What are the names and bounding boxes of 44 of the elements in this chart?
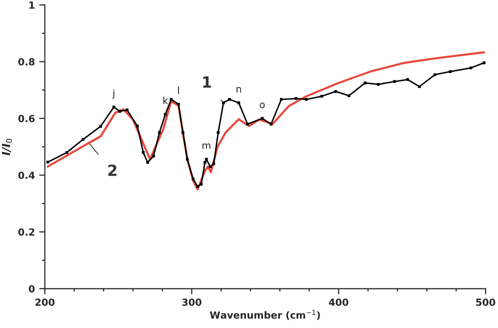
point	[192, 178, 195, 181]
point	[146, 160, 150, 164]
point	[482, 61, 486, 64]
point	[46, 160, 50, 164]
annotation: n	[236, 87, 241, 92]
y-tick-label: 0.4	[18, 172, 35, 179]
y-tick-label: 0	[28, 285, 35, 292]
annotation: 1	[203, 76, 212, 88]
point	[376, 82, 380, 86]
x-tick-label: 300	[182, 298, 202, 306]
point	[348, 94, 350, 98]
point	[334, 90, 338, 93]
point	[170, 98, 173, 101]
annotation: o	[260, 102, 265, 108]
annotation: l	[178, 86, 179, 94]
annotation: k	[163, 96, 168, 104]
point	[304, 98, 308, 101]
x-tick-label: 200	[35, 298, 54, 306]
point	[177, 102, 180, 106]
point	[260, 117, 264, 120]
point	[65, 151, 68, 154]
annotation: 2	[108, 164, 116, 176]
y-axis-title: I/I$_{0}$	[2, 138, 12, 156]
point	[205, 158, 208, 161]
point	[216, 131, 220, 134]
y-tick-label: 0.2	[18, 228, 34, 236]
annotation: m	[202, 143, 210, 149]
point	[164, 113, 167, 116]
point	[142, 151, 145, 154]
point	[152, 154, 155, 158]
y-tick-label: 0.6	[18, 114, 35, 122]
x-tick-label: 400	[328, 298, 348, 306]
point	[112, 106, 116, 108]
point	[448, 70, 452, 73]
point	[469, 66, 472, 70]
point	[280, 98, 283, 101]
point	[136, 124, 139, 128]
point	[433, 73, 436, 76]
point	[406, 78, 410, 81]
x-axis-title: Wavenumber (cm$^{−1}$)	[210, 310, 320, 320]
y-tick-label: 0.8	[18, 58, 34, 66]
y-tick-label: 1	[29, 2, 34, 9]
annotation: j	[112, 89, 114, 99]
x-tick-label: 500	[476, 298, 496, 306]
